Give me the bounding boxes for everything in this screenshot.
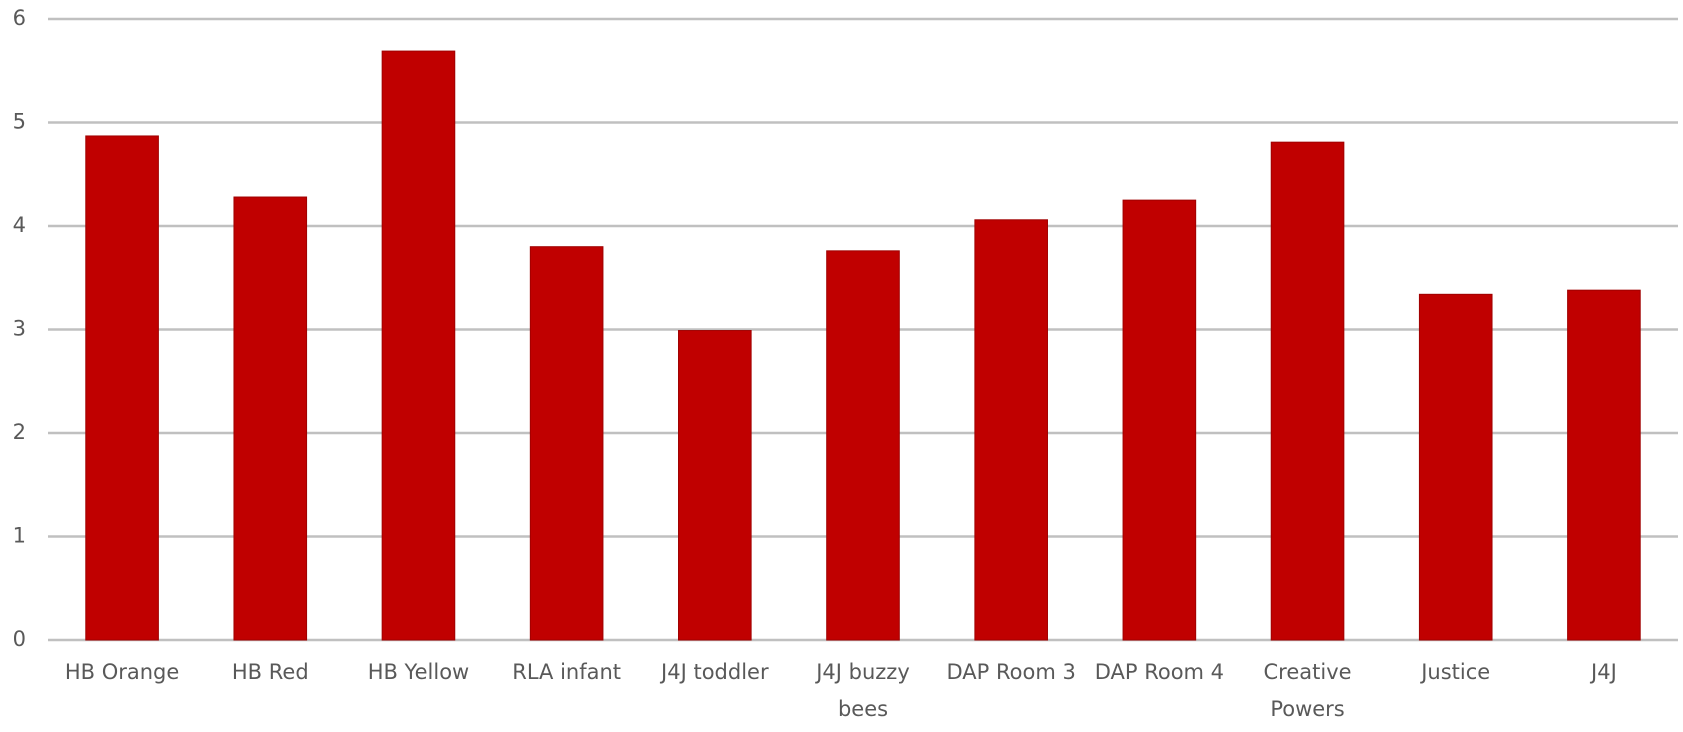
x-tick-label: Creative Powers [1264, 660, 1352, 721]
bar [1122, 199, 1197, 641]
bar [974, 219, 1048, 641]
x-tick-label: RLA infant [512, 660, 621, 684]
y-tick-label: 2 [13, 420, 26, 444]
bar [233, 196, 308, 641]
x-tick-label: DAP Room 3 [947, 660, 1076, 684]
y-tick-label: 6 [13, 6, 26, 30]
y-tick-label: 5 [13, 110, 26, 134]
bar [529, 246, 604, 641]
y-tick-label: 3 [13, 317, 26, 341]
bar [85, 135, 159, 641]
bar [1567, 289, 1641, 641]
x-tick-label: J4J buzzy bees [814, 660, 910, 721]
x-tick-label: HB Red [232, 660, 309, 684]
y-tick-label: 0 [13, 627, 26, 651]
y-tick-label: 4 [13, 213, 26, 237]
bar [381, 50, 456, 641]
x-tick-label: Justice [1419, 660, 1490, 684]
x-tick-label: DAP Room 4 [1095, 660, 1224, 684]
bar [1270, 141, 1345, 641]
bar [1418, 293, 1493, 641]
bar [826, 250, 900, 641]
x-tick-label: J4J toddler [659, 660, 769, 684]
x-tick-label: HB Yellow [368, 660, 470, 684]
y-tick-label: 1 [13, 524, 26, 548]
bar [678, 330, 752, 641]
x-tick-label: HB Orange [65, 660, 179, 684]
x-tick-label: J4J [1589, 660, 1617, 684]
